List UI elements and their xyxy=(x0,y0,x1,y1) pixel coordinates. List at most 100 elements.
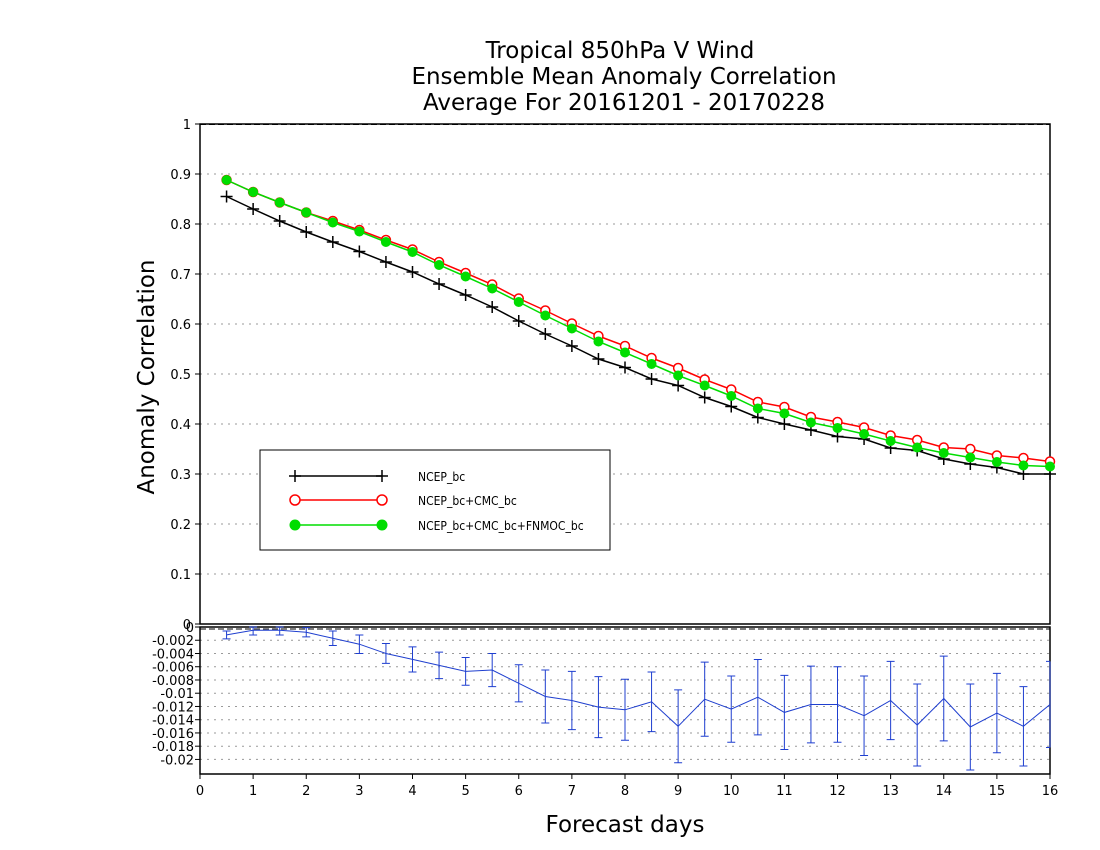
x-tick-label: 1 xyxy=(249,784,257,799)
error-bar xyxy=(328,630,337,647)
data-point xyxy=(512,315,525,327)
y-tick-label: 0.6 xyxy=(170,318,191,333)
error-bar xyxy=(222,630,231,640)
top-series-layer xyxy=(220,174,1056,480)
y-tick-label: 0.8 xyxy=(170,218,191,233)
error-bar xyxy=(992,672,1001,754)
data-point xyxy=(247,203,260,215)
x-tick-label: 16 xyxy=(1042,784,1059,799)
data-point xyxy=(353,245,366,258)
data-point xyxy=(354,226,365,237)
x-tick-label: 10 xyxy=(723,784,740,799)
x-tick-label: 4 xyxy=(408,784,416,799)
data-point xyxy=(725,400,738,413)
error-bar xyxy=(966,683,975,771)
data-point xyxy=(752,403,763,414)
y-tick-label: 0.4 xyxy=(170,418,191,433)
data-point xyxy=(646,359,657,369)
y-tick-label: -0.002 xyxy=(152,634,194,649)
error-bar xyxy=(886,660,895,741)
y-tick-label: -0.014 xyxy=(152,714,194,729)
legend-label-ncep-bc: NCEP_bc xyxy=(418,470,465,484)
x-axis-title: Forecast days xyxy=(546,812,705,838)
data-point xyxy=(1045,461,1055,472)
error-bar xyxy=(594,676,603,739)
data-point xyxy=(991,457,1002,467)
x-tick-label: 3 xyxy=(355,784,363,799)
data-point xyxy=(300,226,313,238)
data-point xyxy=(459,289,472,301)
error-bar xyxy=(488,652,497,688)
data-point xyxy=(379,256,392,268)
x-tick-label: 2 xyxy=(302,784,310,799)
x-tick-label: 8 xyxy=(621,784,629,799)
data-point xyxy=(248,187,259,197)
y-tick-label: 0.5 xyxy=(170,368,191,383)
data-point xyxy=(593,336,604,347)
data-point xyxy=(698,391,711,404)
data-point xyxy=(938,448,949,458)
data-point xyxy=(912,442,923,453)
data-point xyxy=(273,215,286,227)
data-point xyxy=(859,429,870,439)
data-point xyxy=(540,310,551,321)
legend-marker-open-circle-icon xyxy=(376,494,388,506)
bottom-panel: 0-0.002-0.004-0.006-0.008-0.01-0.012-0.0… xyxy=(152,621,1058,838)
top-y-ticks: 0 0.1 0.2 0.3 0.4 0.5 0.6 0.7 0.8 0.9 1 xyxy=(170,118,200,633)
y-tick-label: -0.004 xyxy=(152,647,194,662)
error-bar xyxy=(939,655,948,742)
series-line xyxy=(226,179,1051,463)
y-tick-label: -0.006 xyxy=(152,661,194,676)
data-point xyxy=(1018,460,1029,471)
error-bar xyxy=(275,626,284,636)
y-tick-label: -0.012 xyxy=(152,700,194,715)
error-bar xyxy=(753,658,762,736)
data-point xyxy=(566,323,577,334)
top-panel: 0 0.1 0.2 0.3 0.4 0.5 0.6 0.7 0.8 0.9 1 Anomaly Co… xyxy=(134,118,1056,633)
difference-series-layer xyxy=(222,626,1051,771)
y-tick-label: 1 xyxy=(183,118,191,133)
y-tick-label: 0.1 xyxy=(170,568,191,583)
data-point xyxy=(513,297,524,307)
error-bar xyxy=(408,646,417,673)
legend: NCEP_bc NCEP_bc+CMC_bc NCEP_bc+CMC_bc+FN… xyxy=(259,449,611,551)
data-point xyxy=(433,278,446,290)
error-bar xyxy=(249,626,258,636)
data-point xyxy=(751,411,764,424)
error-bar xyxy=(355,634,364,654)
data-point xyxy=(778,418,791,430)
data-point xyxy=(327,217,338,228)
data-point xyxy=(672,379,685,392)
series-line xyxy=(226,195,1050,475)
data-point xyxy=(565,340,578,352)
data-point xyxy=(301,207,312,218)
error-bar xyxy=(461,656,470,686)
x-tick-label: 12 xyxy=(829,784,846,799)
error-bar xyxy=(435,651,444,680)
data-point xyxy=(486,301,499,313)
difference-series xyxy=(222,626,1051,771)
error-bar xyxy=(806,665,815,744)
x-tick-label: 14 xyxy=(935,784,952,799)
y-tick-label: 0.2 xyxy=(170,518,191,533)
y-tick-label: 0.7 xyxy=(170,268,191,283)
error-bar xyxy=(833,666,842,743)
error-bar xyxy=(700,661,709,737)
data-point xyxy=(620,347,630,358)
y-tick-label: -0.018 xyxy=(152,740,194,755)
legend-entry-ncep-cmc-fnmoc: NCEP_bc+CMC_bc+FNMOC_bc xyxy=(289,519,584,533)
legend-marker-filled-circle-icon xyxy=(289,519,301,531)
error-bar xyxy=(381,643,390,664)
y-tick-label: 0 xyxy=(183,618,191,633)
chart-title-line-1: Tropical 850hPa V Wind xyxy=(485,38,755,64)
data-point xyxy=(619,361,631,374)
error-bar xyxy=(567,670,576,731)
error-bar xyxy=(621,678,629,741)
y-tick-label: -0.008 xyxy=(152,674,194,689)
y-tick-label: -0.016 xyxy=(152,727,194,742)
data-point xyxy=(434,260,445,270)
series-ncep-bc-cmc-bc xyxy=(221,174,1056,467)
legend-entry-ncep-cmc: NCEP_bc+CMC_bc xyxy=(289,494,517,508)
data-point xyxy=(406,266,419,278)
error-bar xyxy=(647,671,656,733)
